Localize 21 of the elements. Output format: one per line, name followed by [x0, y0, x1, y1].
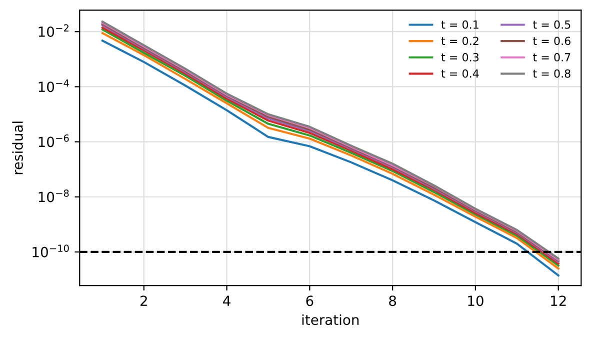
y-axis-title: residual — [12, 122, 23, 174]
legend-label: t = 0.4 — [441, 69, 479, 78]
legend-label: t = 0.6 — [533, 36, 570, 46]
legend-label: t = 0.7 — [533, 53, 570, 62]
legend-label: t = 0.3 — [441, 53, 479, 62]
x-axis-title: iteration — [302, 314, 359, 326]
y-tick-label: 10$^{−6}$ — [38, 134, 69, 148]
legend-label: t = 0.2 — [441, 36, 478, 46]
x-tick-label: 4 — [223, 296, 230, 306]
y-tick-label: 10$^{−2}$ — [38, 24, 68, 37]
x-tick-label: 10 — [468, 296, 484, 306]
legend-label: t = 0.1 — [441, 20, 478, 29]
x-tick-label: 8 — [389, 296, 396, 306]
x-tick-label: 12 — [551, 296, 566, 306]
x-tick-label: 2 — [140, 296, 147, 306]
legend-label: t = 0.8 — [533, 69, 570, 78]
legend-label: t = 0.5 — [533, 20, 570, 29]
y-tick-label: 10$^{−4}$ — [38, 79, 69, 92]
x-tick-label: 6 — [306, 296, 314, 306]
y-tick-label: 10$^{−10}$ — [32, 244, 69, 258]
y-tick-label: 10$^{−8}$ — [38, 190, 69, 202]
